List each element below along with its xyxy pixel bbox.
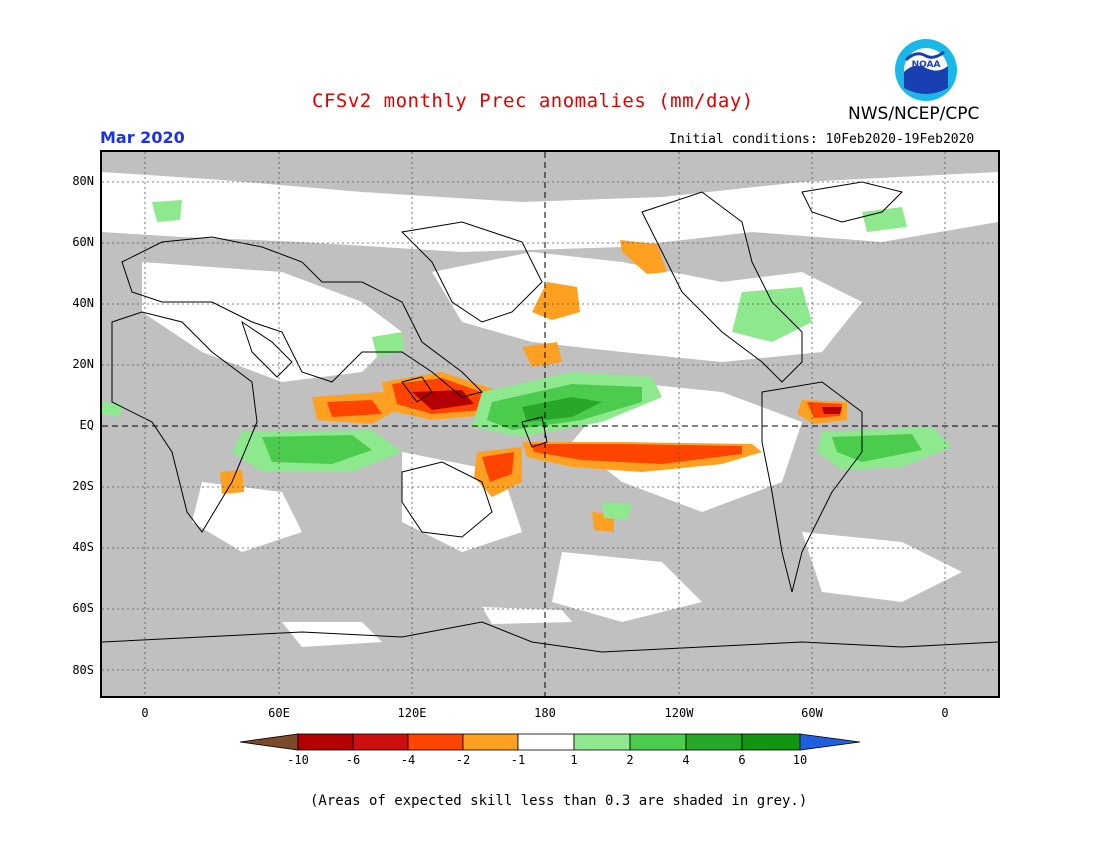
colorbar xyxy=(239,733,862,755)
colorbar-swatch xyxy=(517,733,575,751)
colorbar-upper-arrow xyxy=(799,733,861,751)
colorbar-swatch xyxy=(462,733,519,751)
colorbar-label: 4 xyxy=(682,753,690,767)
colorbar-swatch xyxy=(629,733,687,751)
lon-label: 0 xyxy=(141,706,149,720)
initial-conditions-label: Initial conditions: xyxy=(669,132,818,147)
colorbar-swatch xyxy=(573,733,631,751)
noaa-logo: NOAA xyxy=(894,38,958,102)
colorbar-lower-arrow xyxy=(239,733,299,751)
lat-label: 60S xyxy=(72,601,94,615)
reference-lines xyxy=(102,152,998,696)
footnote: (Areas of expected skill less than 0.3 a… xyxy=(310,793,808,809)
colorbar-label: -1 xyxy=(510,753,526,767)
valid-month-label: Mar 2020 xyxy=(100,128,185,147)
lon-label: 60W xyxy=(801,706,823,720)
wet-anomalies xyxy=(102,200,952,520)
lat-label: 40N xyxy=(72,296,94,310)
colorbar-label: -4 xyxy=(400,753,416,767)
colorbar-label: -6 xyxy=(345,753,361,767)
colorbar-swatch xyxy=(685,733,743,751)
colorbar-label: 2 xyxy=(626,753,634,767)
lat-label: 80S xyxy=(72,663,94,677)
organization-label: NWS/NCEP/CPC xyxy=(848,104,980,124)
colorbar-svg xyxy=(239,733,861,751)
colorbar-label: -10 xyxy=(287,753,309,767)
lat-label: 80N xyxy=(72,174,94,188)
colorbar-swatch xyxy=(352,733,409,751)
lat-label: 20S xyxy=(72,479,94,493)
coastlines xyxy=(102,181,998,653)
colorbar-swatch xyxy=(297,733,354,751)
colorbar-label: 10 xyxy=(792,753,808,767)
map-grid xyxy=(102,152,998,696)
map-canvas xyxy=(102,152,998,696)
lon-label: 60E xyxy=(268,706,290,720)
initial-conditions-value: 10Feb2020-19Feb2020 xyxy=(825,132,975,147)
lon-label: 120E xyxy=(397,706,427,720)
lon-label: 0 xyxy=(941,706,949,720)
colorbar-swatch xyxy=(741,733,801,751)
lon-label: 180 xyxy=(534,706,556,720)
colorbar-label: 1 xyxy=(570,753,578,767)
colorbar-label: 6 xyxy=(738,753,746,767)
initial-conditions: Initial conditions: 10Feb2020-19Feb2020 xyxy=(669,132,974,147)
lat-label: EQ xyxy=(79,418,94,432)
map-title: CFSv2 monthly Prec anomalies (mm/day) xyxy=(312,90,754,112)
lat-label: 20N xyxy=(72,357,94,371)
colorbar-swatch xyxy=(407,733,464,751)
lon-label: 120W xyxy=(664,706,694,720)
noaa-logo-text: NOAA xyxy=(912,60,941,70)
lat-label: 40S xyxy=(72,540,94,554)
lat-label: 60N xyxy=(72,235,94,249)
precip-anomaly-map xyxy=(100,150,1000,698)
colorbar-label: -2 xyxy=(455,753,471,767)
